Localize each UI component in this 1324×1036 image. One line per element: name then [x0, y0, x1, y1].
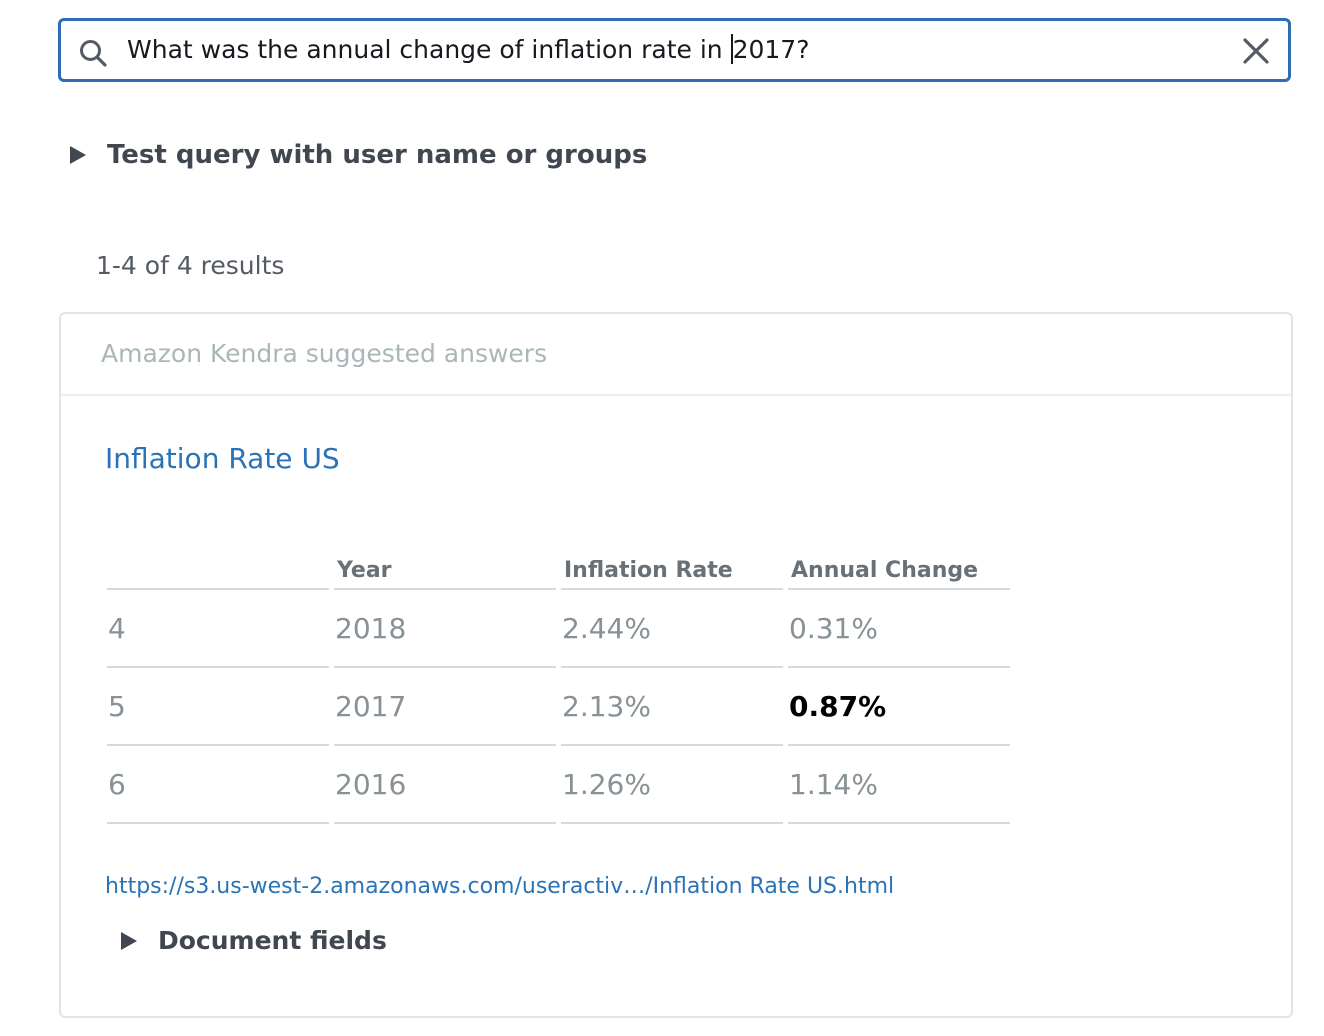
table-cell: 2018 — [334, 590, 556, 668]
answer-table: Year Inflation Rate Annual Change 4 2018… — [102, 546, 1015, 824]
table-cell: 1.26% — [561, 746, 783, 824]
text-cursor — [730, 34, 733, 64]
table-cell: 6 — [107, 746, 329, 824]
table-cell: 0.31% — [788, 590, 1010, 668]
test-query-label: Test query with user name or groups — [107, 140, 648, 170]
column-header-annual-change: Annual Change — [788, 546, 1010, 590]
search-bar[interactable]: What was the annual change of inflation … — [58, 18, 1291, 82]
document-fields-expander[interactable]: Document fields — [121, 926, 387, 955]
search-query-text-tail: 2017? — [732, 35, 810, 64]
highlighted-answer-cell: 0.87% — [788, 668, 1010, 746]
test-query-expander[interactable]: Test query with user name or groups — [70, 140, 647, 170]
table-cell: 4 — [107, 590, 329, 668]
results-count: 1-4 of 4 results — [96, 251, 285, 280]
table-row: 4 2018 2.44% 0.31% — [107, 590, 1010, 668]
table-cell: 2016 — [334, 746, 556, 824]
column-header — [107, 546, 329, 590]
table-cell: 2.13% — [561, 668, 783, 746]
table-row: 6 2016 1.26% 1.14% — [107, 746, 1010, 824]
table-cell: 1.14% — [788, 746, 1010, 824]
table-cell: 5 — [107, 668, 329, 746]
table-cell: 2017 — [334, 668, 556, 746]
table-cell: 2.44% — [561, 590, 783, 668]
answer-title-link[interactable]: Inflation Rate US — [105, 442, 340, 475]
document-link[interactable]: https://s3.us-west-2.amazonaws.com/usera… — [105, 874, 895, 899]
table-row: 5 2017 2.13% 0.87% — [107, 668, 1010, 746]
column-header-year: Year — [334, 546, 556, 590]
search-query-text: What was the annual change of inflation … — [127, 35, 731, 64]
column-header-inflation-rate: Inflation Rate — [561, 546, 783, 590]
document-fields-label: Document fields — [158, 926, 387, 955]
close-icon[interactable] — [1240, 35, 1272, 67]
card-header: Amazon Kendra suggested answers — [61, 314, 1291, 396]
suggested-answers-card: Amazon Kendra suggested answers Inflatio… — [59, 312, 1293, 1018]
caret-right-icon — [121, 931, 137, 950]
caret-right-icon — [70, 146, 86, 164]
table-header-row: Year Inflation Rate Annual Change — [107, 546, 1010, 590]
search-input[interactable]: What was the annual change of inflation … — [127, 21, 1207, 79]
search-icon — [80, 40, 107, 67]
